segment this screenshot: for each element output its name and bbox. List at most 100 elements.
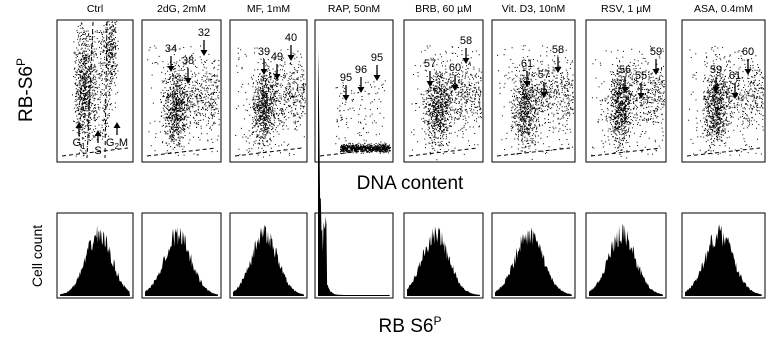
scatter-frame bbox=[314, 19, 394, 163]
scatter-frame bbox=[585, 19, 667, 163]
arrow-head bbox=[260, 69, 268, 75]
scatter-dots bbox=[411, 45, 482, 161]
panel-title: BRB, 60 µM bbox=[415, 3, 472, 15]
arrow-head bbox=[554, 67, 562, 73]
scatter-dots bbox=[235, 47, 306, 158]
scatter-frame bbox=[681, 19, 766, 163]
arrow-head bbox=[342, 95, 350, 101]
y-label-sup: P bbox=[14, 58, 28, 66]
marker-arrow-head bbox=[94, 130, 102, 136]
hist-frame bbox=[491, 212, 576, 299]
scatter-dots bbox=[147, 45, 220, 156]
scatter-frame bbox=[141, 19, 222, 163]
hist-x-label: RB S6P bbox=[379, 314, 442, 337]
phase-base: S bbox=[94, 145, 101, 157]
arrow-head bbox=[287, 55, 295, 61]
arrow-label: 39 bbox=[258, 46, 270, 58]
panel-title: RAP, 50nM bbox=[328, 3, 380, 15]
arrow-head bbox=[540, 92, 548, 98]
histogram bbox=[589, 224, 663, 296]
hist-y-label: Cell count bbox=[29, 225, 45, 287]
phase-base: G bbox=[106, 137, 115, 149]
histogram bbox=[318, 49, 390, 296]
histogram bbox=[685, 224, 762, 296]
baseline-dashed bbox=[319, 147, 389, 157]
scatter-dots bbox=[335, 80, 391, 154]
baseline-dashed bbox=[590, 147, 662, 157]
arrow-head bbox=[451, 85, 459, 91]
hist-frame bbox=[585, 212, 667, 299]
arrow-label: 95 bbox=[340, 72, 352, 84]
scatter-dots bbox=[688, 45, 764, 156]
panel-title: ASA, 0.4mM bbox=[694, 3, 753, 15]
scatter-dots bbox=[591, 45, 665, 159]
arrow-label: 58 bbox=[552, 44, 564, 56]
baseline-dashed bbox=[146, 147, 217, 157]
arrow-label: 60 bbox=[742, 46, 754, 58]
arrow-head bbox=[744, 69, 752, 75]
scatter-frame bbox=[229, 19, 308, 163]
baseline-dashed bbox=[686, 147, 761, 157]
hist-frame bbox=[681, 212, 766, 299]
panel-title: RSV, 1 µM bbox=[601, 3, 651, 15]
phase-marker: G2M bbox=[106, 137, 128, 151]
arrow-head bbox=[357, 87, 365, 93]
arrow-label: 55 bbox=[635, 70, 647, 82]
arrow-label: 32 bbox=[198, 27, 210, 39]
arrow-label: 58 bbox=[460, 35, 472, 47]
scatter-frame bbox=[56, 19, 134, 163]
arrow-label: 34 bbox=[165, 43, 177, 55]
arrow-label: 56 bbox=[619, 64, 631, 76]
arrow-head bbox=[426, 81, 434, 87]
panel-title: Vit. D3, 10nM bbox=[502, 3, 565, 15]
histogram bbox=[145, 227, 218, 296]
arrow-head bbox=[273, 74, 281, 80]
phase-base: G bbox=[72, 137, 81, 149]
histogram bbox=[407, 226, 480, 296]
y-label-base: RB-S6 bbox=[16, 66, 37, 122]
phase-marker: G1 bbox=[72, 137, 86, 151]
scatter-frame bbox=[491, 19, 576, 163]
histogram bbox=[60, 225, 130, 296]
scatter-dots bbox=[72, 21, 119, 157]
scatter-frame bbox=[403, 19, 484, 163]
histogram bbox=[495, 227, 572, 296]
arrow-label: 60 bbox=[449, 62, 461, 74]
arrow-label: 38 bbox=[182, 55, 194, 67]
phase-sub: 1 bbox=[81, 142, 86, 151]
arrow-label: 59 bbox=[710, 64, 722, 76]
panel-title: Ctrl bbox=[87, 3, 103, 15]
arrow-head bbox=[712, 87, 720, 93]
hist-frame bbox=[314, 212, 394, 299]
arrow-label: 49 bbox=[271, 51, 283, 63]
arrow-label: 61 bbox=[729, 70, 741, 82]
hist-frame bbox=[229, 212, 308, 299]
scatter-dots bbox=[497, 45, 574, 160]
gate-line bbox=[104, 21, 108, 159]
arrow-head bbox=[652, 69, 660, 75]
y-axis-label: RB-S6P bbox=[14, 58, 37, 122]
arrow-head bbox=[200, 50, 208, 56]
arrow-head bbox=[167, 66, 175, 72]
arrow-head bbox=[184, 78, 192, 84]
hist-x-label-sup: P bbox=[433, 314, 441, 328]
baseline-dashed bbox=[496, 147, 571, 157]
arrow-label: 96 bbox=[355, 64, 367, 76]
panel-title: MF, 1mM bbox=[247, 3, 290, 15]
arrow-label: 57 bbox=[424, 58, 436, 70]
arrow-head bbox=[637, 93, 645, 99]
hist-frame bbox=[403, 212, 484, 299]
arrow-label: 61 bbox=[521, 58, 533, 70]
marker-arrow-head bbox=[75, 122, 83, 128]
hist-frame bbox=[56, 212, 134, 299]
histogram bbox=[233, 224, 304, 296]
arrow-head bbox=[523, 81, 531, 87]
phase-sub: 2 bbox=[114, 142, 119, 151]
x-axis-label: DNA content bbox=[357, 173, 464, 194]
arrow-label: 40 bbox=[285, 32, 297, 44]
arrow-head bbox=[373, 75, 381, 81]
arrow-label: 57 bbox=[538, 69, 550, 81]
hist-x-label-base: RB S6 bbox=[379, 316, 434, 337]
arrow-label: 59 bbox=[650, 46, 662, 58]
